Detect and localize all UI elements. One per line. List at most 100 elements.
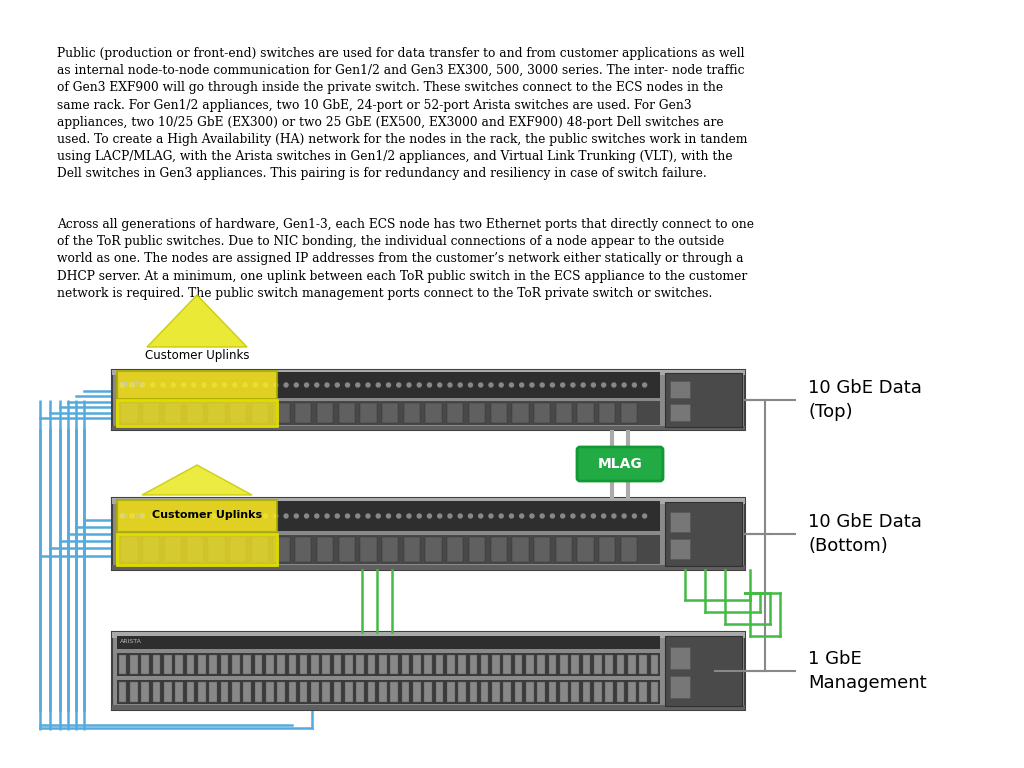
Circle shape [571,383,574,387]
Circle shape [592,383,595,387]
Bar [252,402,268,422]
Circle shape [130,383,134,387]
Circle shape [284,514,288,518]
Bar [368,655,376,674]
Bar [526,682,534,702]
Circle shape [582,514,585,518]
Bar [165,402,181,422]
Circle shape [396,383,400,387]
Text: Across all generations of hardware, Gen1-3, each ECS node has two Ethernet ports: Across all generations of hardware, Gen1… [57,218,754,300]
Circle shape [447,514,452,518]
Bar [209,655,217,674]
Text: 10 GbE Data
(Bottom): 10 GbE Data (Bottom) [808,513,922,554]
Bar [112,632,745,710]
FancyBboxPatch shape [577,447,663,481]
Bar [401,682,410,702]
Bar [594,655,601,674]
Circle shape [541,383,544,387]
Bar [334,682,341,702]
Bar [549,682,556,702]
Bar [382,402,398,422]
Bar [470,655,477,674]
Bar [220,682,228,702]
Text: 10 GbE Data
(Top): 10 GbE Data (Top) [808,379,922,421]
Bar [244,655,251,674]
Circle shape [571,514,574,518]
Circle shape [130,514,134,518]
Text: ARISTA: ARISTA [120,639,142,644]
Circle shape [191,383,196,387]
Bar [117,680,660,703]
Bar [230,402,246,422]
Text: 1 GbE
Management: 1 GbE Management [808,650,927,692]
Bar [186,682,195,702]
Circle shape [499,514,503,518]
Circle shape [151,514,155,518]
Circle shape [376,383,380,387]
Circle shape [243,383,247,387]
Circle shape [478,514,482,518]
Bar [424,655,432,674]
Polygon shape [147,295,247,347]
Bar [175,682,183,702]
Bar [526,655,534,674]
Circle shape [488,514,493,518]
Bar [599,402,615,422]
Bar [583,682,590,702]
Bar [538,655,545,674]
Bar [469,402,485,422]
Bar [345,655,352,674]
Circle shape [417,514,421,518]
Circle shape [386,514,390,518]
Bar [186,537,203,561]
Circle shape [551,514,554,518]
Bar [665,636,742,706]
Bar [278,682,285,702]
Bar [425,402,441,422]
Bar [295,537,311,561]
Bar [621,537,637,561]
Bar [670,382,690,398]
Bar [403,537,420,561]
Bar [639,655,647,674]
Circle shape [181,514,185,518]
Bar [289,682,296,702]
Bar [435,682,443,702]
Circle shape [171,383,175,387]
Bar [583,655,590,674]
Bar [323,655,330,674]
Bar [289,655,296,674]
Circle shape [417,383,421,387]
Text: Customer Uplinks: Customer Uplinks [144,349,249,362]
Bar [605,682,613,702]
Circle shape [602,514,605,518]
Bar [424,682,432,702]
Bar [446,682,455,702]
Circle shape [120,514,124,518]
Bar [390,655,398,674]
Circle shape [478,383,482,387]
Bar [504,655,511,674]
Bar [143,537,160,561]
Text: MLAG: MLAG [598,457,642,471]
Bar [594,682,601,702]
Bar [266,682,273,702]
Circle shape [294,514,298,518]
Circle shape [253,514,257,518]
Bar [556,402,572,422]
Bar [112,498,745,570]
Bar [117,372,278,399]
Bar [368,682,376,702]
Circle shape [202,514,206,518]
Circle shape [407,514,411,518]
Bar [621,402,637,422]
Circle shape [294,383,298,387]
Bar [117,636,660,649]
Bar [232,682,240,702]
Bar [316,402,333,422]
Bar [112,498,745,504]
Bar [208,537,224,561]
Circle shape [345,383,349,387]
Bar [311,655,318,674]
Bar [112,370,745,430]
